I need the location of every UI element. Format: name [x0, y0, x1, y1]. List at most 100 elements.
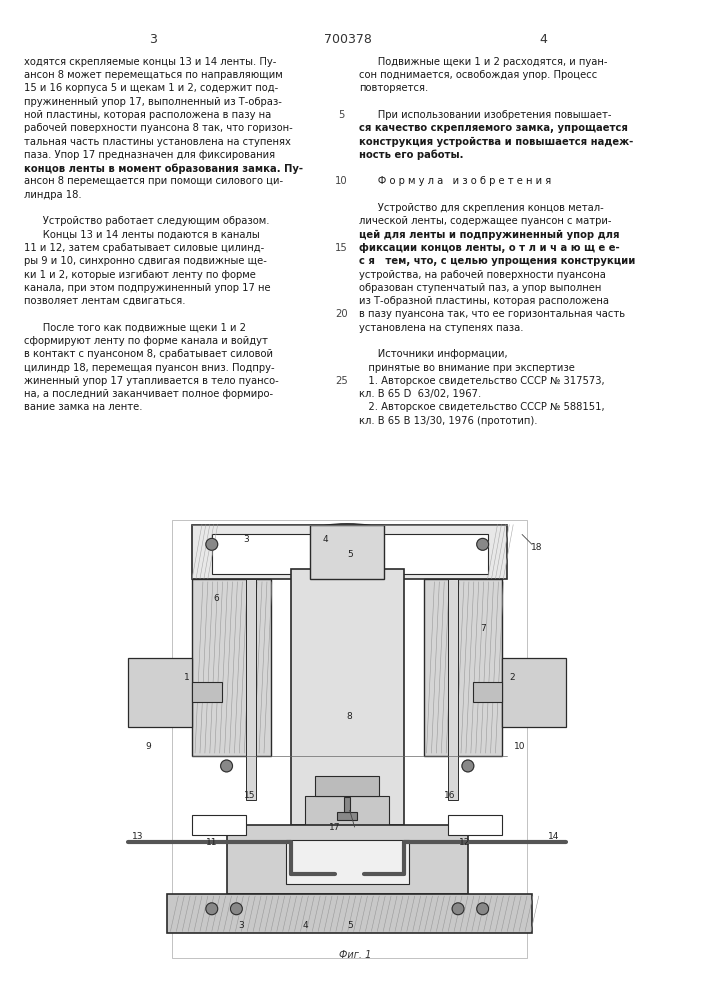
Text: 15: 15 — [245, 791, 256, 800]
Circle shape — [477, 903, 489, 915]
Text: рабочей поверхности пуансона 8 так, что горизон-: рабочей поверхности пуансона 8 так, что … — [24, 123, 293, 133]
Bar — [226, 825, 468, 894]
Text: из Т-образной пластины, которая расположена: из Т-образной пластины, которая располож… — [358, 296, 609, 306]
Text: 1: 1 — [185, 673, 190, 682]
Bar — [168, 894, 532, 933]
Bar — [344, 797, 350, 812]
Text: повторяется.: повторяется. — [358, 83, 428, 93]
Bar — [473, 682, 503, 702]
Text: установлена на ступенях паза.: установлена на ступенях паза. — [358, 323, 523, 333]
Text: Источники информации,: Источники информации, — [358, 349, 508, 359]
Text: 16: 16 — [445, 791, 456, 800]
Bar — [192, 525, 508, 579]
Circle shape — [230, 903, 243, 915]
Text: 4: 4 — [539, 33, 547, 46]
Text: 7: 7 — [480, 624, 486, 633]
Bar — [448, 579, 458, 800]
Text: Концы 13 и 14 ленты подаются в каналы: Концы 13 и 14 ленты подаются в каналы — [24, 230, 260, 240]
Bar — [212, 534, 488, 574]
Text: сон поднимается, освобождая упор. Процесс: сон поднимается, освобождая упор. Процес… — [358, 70, 597, 80]
Bar — [448, 815, 503, 835]
Ellipse shape — [315, 524, 379, 535]
Text: кл. В 65 В 13/30, 1976 (прототип).: кл. В 65 В 13/30, 1976 (прототип). — [358, 416, 537, 426]
Text: 4: 4 — [303, 921, 308, 930]
Text: 2: 2 — [510, 673, 515, 682]
Text: в пазу пуансона так, что ее горизонтальная часть: в пазу пуансона так, что ее горизонтальн… — [358, 309, 625, 319]
Text: принятые во внимание при экспертизе: принятые во внимание при экспертизе — [358, 363, 575, 373]
Text: 4: 4 — [322, 535, 328, 544]
Text: Ф о р м у л а   и з о б р е т е н и я: Ф о р м у л а и з о б р е т е н и я — [358, 176, 551, 186]
Bar — [192, 682, 221, 702]
Text: 8: 8 — [347, 712, 353, 721]
Circle shape — [477, 538, 489, 550]
Text: ры 9 и 10, синхронно сдвигая подвижные ще-: ры 9 и 10, синхронно сдвигая подвижные щ… — [24, 256, 267, 266]
Text: ансон 8 перемещается при помощи силового ци-: ансон 8 перемещается при помощи силового… — [24, 176, 284, 186]
Text: 10: 10 — [335, 176, 348, 186]
Text: 17: 17 — [329, 823, 341, 832]
Text: 9: 9 — [145, 742, 151, 751]
Text: 11: 11 — [206, 838, 218, 847]
Text: 5: 5 — [347, 921, 353, 930]
Text: ходятся скрепляемые концы 13 и 14 ленты. Пу-: ходятся скрепляемые концы 13 и 14 ленты.… — [24, 57, 276, 67]
Text: 700378: 700378 — [325, 33, 372, 46]
Text: в контакт с пуансоном 8, срабатывает силовой: в контакт с пуансоном 8, срабатывает сил… — [24, 349, 274, 359]
Circle shape — [452, 903, 464, 915]
Text: паза. Упор 17 предназначен для фиксирования: паза. Упор 17 предназначен для фиксирова… — [24, 150, 276, 160]
Text: ся качество скрепляемого замка, упрощается: ся качество скрепляемого замка, упрощает… — [358, 123, 628, 133]
Bar — [310, 525, 384, 579]
Text: концов ленты в момент образования замка. Пу-: концов ленты в момент образования замка.… — [24, 163, 303, 174]
Text: Фиг. 1: Фиг. 1 — [339, 950, 371, 960]
Text: ной пластины, которая расположена в пазу на: ной пластины, которая расположена в пазу… — [24, 110, 271, 120]
Bar — [246, 579, 256, 800]
Text: 1. Авторское свидетельство СССР № 317573,: 1. Авторское свидетельство СССР № 317573… — [358, 376, 604, 386]
Text: 5: 5 — [338, 110, 344, 120]
Bar — [291, 569, 404, 825]
Bar — [315, 776, 379, 796]
Text: цилиндр 18, перемещая пуансон вниз. Подпру-: цилиндр 18, перемещая пуансон вниз. Подп… — [24, 363, 275, 373]
Text: ность его работы.: ность его работы. — [358, 150, 463, 160]
Text: Устройство работает следующим образом.: Устройство работает следующим образом. — [24, 216, 270, 226]
Text: вание замка на ленте.: вание замка на ленте. — [24, 402, 143, 412]
Bar — [337, 812, 356, 820]
Text: 11 и 12, затем срабатывает силовые цилинд-: 11 и 12, затем срабатывает силовые цилин… — [24, 243, 264, 253]
Text: ки 1 и 2, которые изгибают ленту по форме: ки 1 и 2, которые изгибают ленту по форм… — [24, 270, 256, 280]
Text: 15: 15 — [335, 243, 348, 253]
Text: Устройство для скрепления концов метал-: Устройство для скрепления концов метал- — [358, 203, 603, 213]
Text: 20: 20 — [335, 309, 348, 319]
Text: кл. В 65 D  63/02, 1967.: кл. В 65 D 63/02, 1967. — [358, 389, 481, 399]
Text: 5: 5 — [347, 550, 353, 559]
Text: ансон 8 может перемещаться по направляющим: ансон 8 может перемещаться по направляющ… — [24, 70, 283, 80]
Text: устройства, на рабочей поверхности пуансона: устройства, на рабочей поверхности пуанс… — [358, 270, 605, 280]
Circle shape — [221, 760, 233, 772]
Text: на, а последний заканчивает полное формиро-: на, а последний заканчивает полное форми… — [24, 389, 274, 399]
Text: 25: 25 — [335, 376, 348, 386]
Text: образован ступенчатый паз, а упор выполнен: образован ступенчатый паз, а упор выполн… — [358, 283, 601, 293]
Text: 18: 18 — [531, 543, 542, 552]
Text: позволяет лентам сдвигаться.: позволяет лентам сдвигаться. — [24, 296, 186, 306]
Text: фиксации концов ленты, о т л и ч а ю щ е е-: фиксации концов ленты, о т л и ч а ю щ е… — [358, 243, 619, 253]
Text: линдра 18.: линдра 18. — [24, 190, 82, 200]
Text: 3: 3 — [243, 535, 249, 544]
Bar — [128, 658, 192, 727]
Text: 13: 13 — [132, 832, 144, 841]
Text: 10: 10 — [515, 742, 526, 751]
Bar — [286, 840, 409, 884]
Text: 14: 14 — [548, 832, 559, 841]
Text: 6: 6 — [214, 594, 220, 603]
Bar — [503, 658, 566, 727]
Text: 3: 3 — [238, 921, 244, 930]
Text: При использовании изобретения повышает-: При использовании изобретения повышает- — [358, 110, 611, 120]
Bar — [192, 579, 271, 756]
Text: конструкция устройства и повышается надеж-: конструкция устройства и повышается наде… — [358, 137, 633, 147]
Circle shape — [206, 903, 218, 915]
Text: 15 и 16 корпуса 5 и щекам 1 и 2, содержит под-: 15 и 16 корпуса 5 и щекам 1 и 2, содержи… — [24, 83, 279, 93]
Circle shape — [206, 538, 218, 550]
Bar — [423, 579, 503, 756]
Text: цей для ленты и подпружиненный упор для: цей для ленты и подпружиненный упор для — [358, 230, 619, 240]
Text: тальная часть пластины установлена на ступенях: тальная часть пластины установлена на ст… — [24, 137, 291, 147]
Text: Подвижные щеки 1 и 2 расходятся, и пуан-: Подвижные щеки 1 и 2 расходятся, и пуан- — [358, 57, 607, 67]
Text: сформируют ленту по форме канала и войдут: сформируют ленту по форме канала и войду… — [24, 336, 268, 346]
Text: После того как подвижные щеки 1 и 2: После того как подвижные щеки 1 и 2 — [24, 323, 246, 333]
Text: 12: 12 — [460, 838, 471, 847]
Text: жиненный упор 17 утапливается в тело пуансо-: жиненный упор 17 утапливается в тело пуа… — [24, 376, 279, 386]
